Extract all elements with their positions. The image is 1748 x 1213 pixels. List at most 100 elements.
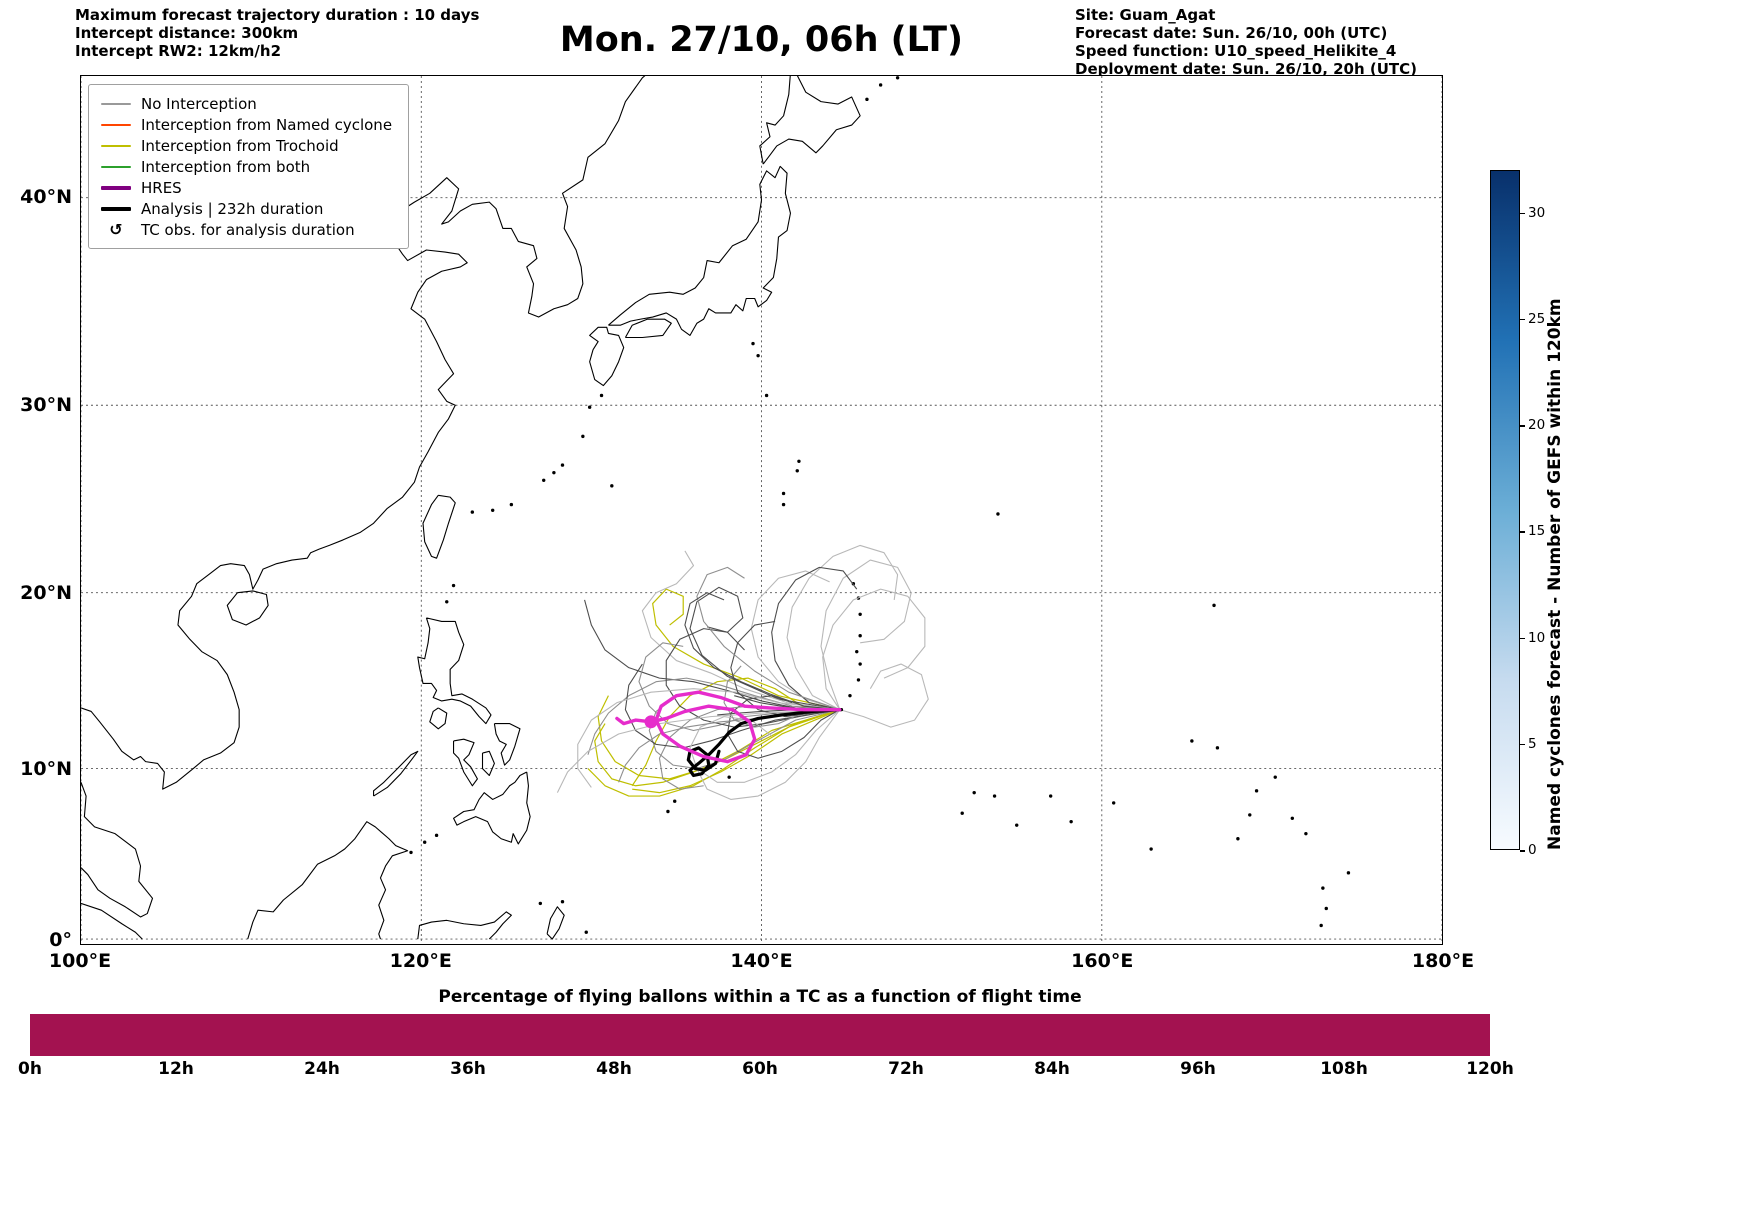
island-dot	[764, 393, 769, 398]
forecast-date: Forecast date: Sun. 26/10, 00h (UTC)	[1075, 24, 1388, 42]
legend-line-swatch	[101, 165, 131, 168]
colorbar-tick-mark	[1520, 212, 1525, 214]
bottom-tick-label: 108h	[1320, 1059, 1368, 1079]
island-dot	[673, 799, 677, 803]
colorbar-tick-label: 25	[1528, 310, 1546, 327]
bottom-bar-chart	[30, 1014, 1491, 1056]
legend-item: HRES	[101, 177, 392, 198]
analysis-track	[686, 708, 844, 778]
island-dot	[1304, 831, 1308, 836]
y-tick-label: 40°N	[20, 186, 72, 208]
island-dot	[858, 612, 862, 616]
colorbar-label: Named cyclones forecast - Number of GEFS…	[1545, 298, 1565, 850]
legend-item: Analysis | 232h duration	[101, 198, 392, 219]
island-dot	[509, 502, 514, 507]
island-dot	[795, 469, 799, 473]
y-tick-label: 0°	[49, 929, 72, 951]
island-dot	[538, 901, 543, 906]
island-dot	[756, 353, 760, 358]
island-dot	[1212, 603, 1216, 608]
island-dot	[1048, 794, 1053, 798]
legend-line-swatch	[101, 144, 131, 147]
island-dot	[1290, 816, 1295, 820]
x-tick-label: 160°E	[1071, 950, 1134, 972]
island-dot	[1254, 789, 1259, 793]
bottom-tick-label: 48h	[596, 1059, 632, 1079]
bar-segment	[959, 1014, 1092, 1056]
run-settings: Maximum forecast trajectory duration : 1…	[75, 6, 479, 60]
island-dot	[727, 775, 731, 779]
island-dot	[992, 794, 997, 798]
deployment-date: Deployment date: Sun. 26/10, 20h (UTC)	[1075, 60, 1418, 78]
legend-line-swatch	[101, 185, 131, 190]
hres-position-marker	[644, 715, 658, 729]
bar-segment	[693, 1014, 827, 1056]
island-dot	[581, 434, 585, 439]
legend-line-swatch	[101, 206, 131, 211]
bottom-tick-label: 120h	[1466, 1059, 1514, 1079]
y-tick-label: 30°N	[20, 394, 72, 417]
island-dot	[1215, 746, 1220, 750]
island-dot	[584, 930, 588, 934]
max-forecast-duration: Maximum forecast trajectory duration : 1…	[75, 6, 480, 24]
island-dot	[1324, 906, 1328, 911]
island-dot	[434, 833, 439, 838]
island-dot	[542, 478, 546, 482]
island-dot	[422, 840, 427, 844]
island-dot	[587, 405, 592, 409]
legend-line-swatch	[101, 123, 131, 126]
island-dot	[1015, 823, 1019, 827]
site-info: Site: Guam_Agat Forecast date: Sun. 26/1…	[1075, 6, 1417, 78]
bar-segment	[295, 1014, 429, 1056]
bar-segment	[428, 1014, 561, 1056]
island-dot	[1149, 847, 1153, 851]
legend-item: Interception from Named cyclone	[101, 114, 392, 135]
island-dot	[490, 508, 495, 512]
colorbar-tick-label: 20	[1528, 417, 1546, 433]
site-name: Site: Guam_Agat	[1075, 6, 1216, 24]
bottom-tick-label: 24h	[304, 1059, 340, 1079]
y-tick-label: 20°N	[20, 581, 72, 604]
map-svg	[81, 76, 1442, 944]
island-dot	[552, 470, 556, 475]
legend-item-label: HRES	[141, 178, 182, 197]
island-dot	[560, 463, 565, 467]
colorbar-tick-label: 5	[1528, 735, 1537, 752]
bar-segment	[162, 1014, 296, 1056]
island-dot	[865, 97, 869, 102]
legend-item: No Interception	[101, 93, 392, 114]
bar-segment	[1224, 1014, 1358, 1056]
x-tick-label: 100°E	[48, 950, 112, 972]
legend-item: Interception from Trochoid	[101, 135, 392, 156]
legend-item-label: Interception from both	[141, 157, 311, 176]
bottom-tick-label: 60h	[742, 1059, 778, 1079]
island-dot	[610, 484, 614, 488]
bar-segment	[30, 1014, 163, 1056]
island-dot	[451, 583, 456, 588]
island-dot	[781, 491, 786, 496]
colorbar-tick-mark	[1520, 743, 1525, 746]
island-dot	[1190, 739, 1194, 743]
legend-items: No Interception Interception from Named c…	[101, 93, 392, 240]
island-dot	[560, 900, 565, 904]
x-tick-label: 180°E	[1411, 950, 1475, 972]
colorbar-tick-mark	[1520, 531, 1525, 533]
y-tick-label: 10°N	[20, 758, 72, 781]
island-dot	[666, 809, 670, 814]
island-dot	[1248, 813, 1252, 817]
x-tick-label: 140°E	[730, 950, 793, 972]
island-dot	[856, 678, 861, 682]
island-dot	[1346, 871, 1351, 875]
intercept-rw2: Intercept RW2: 12km/h2	[75, 42, 282, 60]
island-dot	[858, 634, 862, 638]
bottom-tick-label: 96h	[1180, 1059, 1216, 1079]
colorbar-tick-mark	[1520, 425, 1525, 427]
colorbar-tick-label: 30	[1528, 204, 1546, 221]
legend-item-label: Interception from Trochoid	[141, 136, 339, 155]
legend-item-label: No Interception	[141, 94, 257, 113]
colorbar-tick-label: 0	[1528, 842, 1537, 858]
gridlines	[81, 76, 1442, 944]
colorbar-bar	[1490, 170, 1520, 850]
colorbar-tick-mark	[1520, 850, 1525, 852]
island-dot	[1319, 923, 1323, 928]
